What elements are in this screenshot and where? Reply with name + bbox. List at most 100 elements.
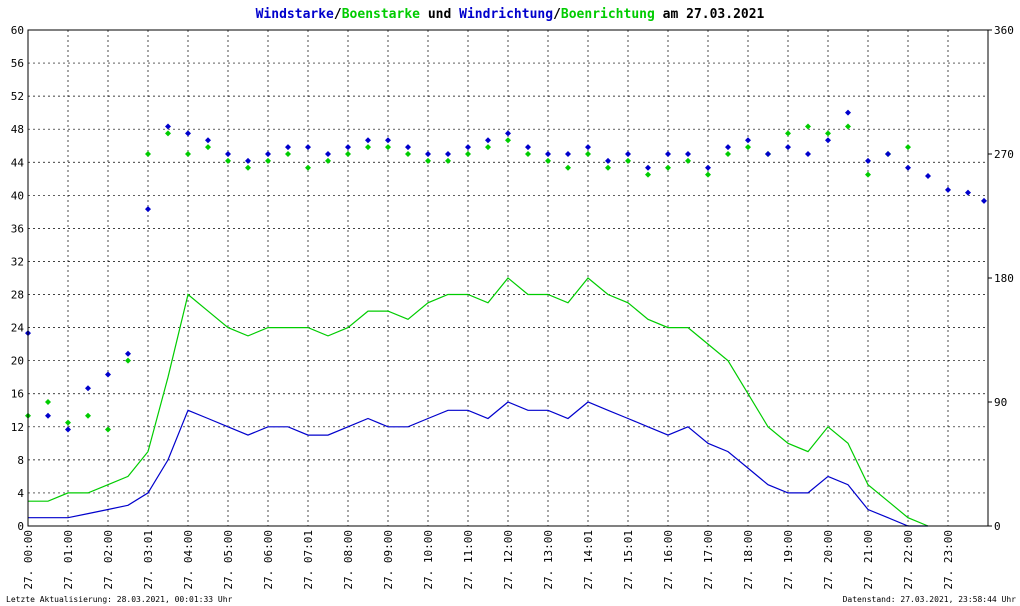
footer-data-state: Datenstand: 27.03.2021, 23:58:44 Uhr [843,595,1017,604]
series-windrichtung [25,109,987,433]
point-windrichtung-3 [85,385,91,392]
point-windrichtung-21 [445,151,451,157]
point-boenrichtung-5 [125,357,131,364]
point-boenrichtung-28 [585,151,591,157]
point-windrichtung-17 [365,137,371,144]
point-windrichtung-22 [465,144,471,151]
y-left-tick-36: 36 [11,222,24,235]
point-windrichtung-8 [185,130,191,137]
point-windrichtung-18 [385,137,391,144]
line-boenstarke [28,277,929,527]
x-tick-22: 27. 22:00 [902,530,915,590]
y-left-tick-32: 32 [11,255,24,268]
x-tick-5: 27. 05:00 [222,530,235,590]
point-boenrichtung-15 [325,157,331,164]
point-windrichtung-19 [405,144,411,151]
x-tick-3: 27. 03:01 [142,530,155,590]
y-right-tick-270: 270 [994,148,1014,161]
point-boenrichtung-17 [365,144,371,151]
point-boenrichtung-1 [45,399,51,405]
y-right-tick-90: 90 [994,396,1007,409]
point-windrichtung-7 [165,123,171,130]
point-boenrichtung-12 [265,157,271,164]
point-boenrichtung-4 [105,426,111,433]
x-tick-1: 27. 01:00 [62,530,75,590]
x-tick-16: 27. 16:00 [662,530,675,590]
y-left-tick-44: 44 [11,156,25,169]
point-boenrichtung-11 [245,164,251,171]
x-tick-19: 27. 19:00 [782,530,795,590]
x-tick-20: 27. 20:00 [822,530,835,590]
point-boenrichtung-27 [565,164,571,171]
point-windrichtung-25 [525,144,531,151]
grid [27,29,988,527]
title-part-0: Windstarke [256,7,334,22]
x-tick-13: 27. 13:00 [542,530,555,590]
point-boenrichtung-25 [525,151,531,157]
x-tick-4: 27. 04:00 [182,530,195,590]
y-left-tick-60: 60 [11,24,24,37]
series-windstarke [28,401,928,527]
title-part-1: / [334,7,342,22]
footer-last-update: Letzte Aktualisierung: 28.03.2021, 00:01… [6,595,233,604]
point-windrichtung-41 [845,109,851,116]
x-tick-7: 27. 07:01 [302,530,315,590]
point-boenrichtung-18 [385,144,391,151]
x-tick-23: 27. 23:00 [942,530,955,590]
y-left-tick-28: 28 [11,289,24,302]
x-tick-10: 27. 10:00 [422,530,435,590]
point-boenrichtung-24 [505,137,511,144]
point-boenrichtung-6 [145,151,151,157]
series-boenstarke [28,277,929,527]
point-boenrichtung-14 [305,164,311,171]
point-windrichtung-39 [805,151,811,157]
point-boenrichtung-8 [185,151,191,157]
point-boenrichtung-21 [445,157,451,164]
y-right-tick-360: 360 [994,24,1014,37]
title-part-4: Windrichtung [459,7,553,22]
point-windrichtung-23 [485,137,491,144]
point-boenrichtung-41 [845,123,851,130]
point-boenrichtung-44 [905,144,911,151]
point-boenrichtung-22 [465,151,471,157]
point-windrichtung-43 [885,151,891,157]
point-boenrichtung-3 [85,412,91,419]
y-left-tick-40: 40 [11,189,24,202]
point-boenrichtung-30 [625,157,631,164]
title-part-6: Boenrichtung [561,7,655,22]
x-tick-17: 27. 17:00 [702,530,715,590]
point-windrichtung-40 [825,137,831,144]
point-windrichtung-26 [545,151,551,157]
point-boenrichtung-36 [745,144,751,151]
x-tick-11: 27. 11:00 [462,530,475,590]
point-boenrichtung-35 [725,151,731,157]
point-boenrichtung-19 [405,151,411,157]
point-windrichtung-13 [285,144,291,151]
point-windrichtung-9 [205,137,211,144]
x-tick-0: 27. 00:00 [22,530,35,590]
point-windrichtung-45 [925,173,931,180]
y-right-tick-0: 0 [994,520,1001,533]
y-left-tick-12: 12 [11,421,24,434]
point-windrichtung-1 [45,412,51,419]
x-axis: 27. 00:00 27. 01:00 27. 02:00 27. 03:01 27. … [22,530,955,590]
point-boenrichtung-31 [645,171,651,178]
point-windrichtung-4 [105,371,111,378]
x-tick-14: 27. 14:01 [582,530,595,590]
point-boenrichtung-23 [485,144,491,151]
point-windrichtung-32 [665,151,671,157]
point-windrichtung-11 [245,157,251,164]
point-boenrichtung-9 [205,144,211,151]
point-windrichtung-28 [585,144,591,151]
series-boenrichtung [25,123,911,433]
y-axis-right: 0 90 180 270 360 [988,24,1014,533]
point-boenrichtung-42 [865,171,871,178]
point-windrichtung-5 [125,350,131,357]
point-boenrichtung-26 [545,157,551,164]
y-left-tick-48: 48 [11,123,24,136]
point-boenrichtung-38 [785,130,791,137]
point-windrichtung-35 [725,144,731,151]
y-left-tick-0: 0 [17,520,24,533]
point-windrichtung-34 [705,164,711,171]
point-windrichtung-16 [345,144,351,151]
